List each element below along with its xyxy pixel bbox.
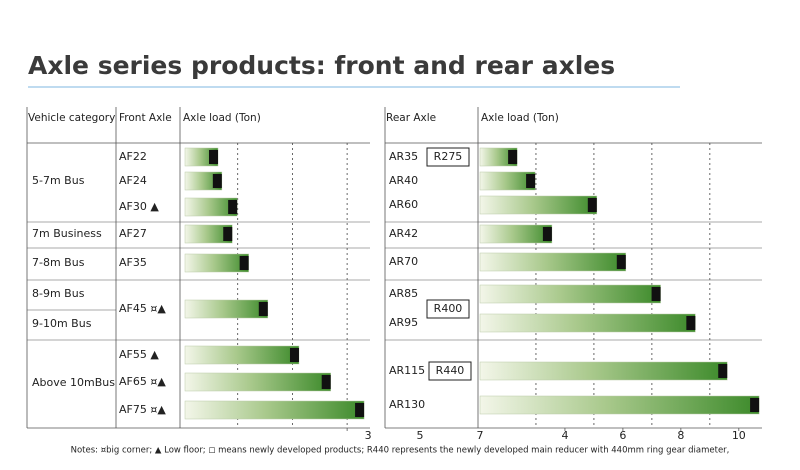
reducer-box: [428, 361, 472, 381]
axle-label: AR35: [389, 150, 418, 163]
axle-label: AR85: [389, 287, 418, 300]
axle-label: AF22: [119, 150, 147, 163]
axle-label: AF65 ¤▲: [119, 375, 166, 388]
load-bar: [479, 395, 760, 415]
reducer-box: [426, 147, 470, 167]
reducer-label: R275: [434, 150, 463, 163]
load-bar: [479, 313, 696, 333]
column-header: Axle load (Ton): [183, 112, 261, 124]
load-bar: [184, 372, 331, 392]
bar-cap: [542, 227, 552, 241]
vehicle-category: 8-9m Bus: [32, 287, 85, 300]
axle-label: AF45 ¤▲: [119, 302, 166, 315]
axle-label: AR115: [389, 364, 425, 377]
reducer-label: R440: [436, 364, 465, 377]
bar-cap: [212, 174, 222, 188]
load-bar: [479, 284, 661, 304]
stray-label: 7: [477, 429, 484, 442]
load-bar: [184, 253, 249, 273]
bar-cap: [321, 375, 331, 389]
load-bar: [479, 361, 728, 381]
tables: Vehicle category Front Axle Axle load (Ton…: [26, 107, 762, 442]
bar-cap: [616, 255, 626, 269]
x-tick-label: 4: [561, 429, 568, 442]
bar-cap: [239, 256, 249, 270]
axle-label: AR130: [389, 398, 425, 411]
axle-label: AR40: [389, 174, 418, 187]
bar-cap: [508, 150, 518, 164]
vehicle-category: 9-10m Bus: [32, 317, 92, 330]
axle-label: AR70: [389, 255, 418, 268]
axle-label: AR42: [389, 227, 418, 240]
bar-cap: [750, 398, 760, 412]
column-header: Axle load (Ton): [481, 112, 559, 124]
load-bar: [184, 345, 300, 365]
column-header: Front Axle: [119, 112, 172, 124]
x-tick-label: 10: [732, 429, 746, 442]
vehicle-category: 5-7m Bus: [32, 174, 85, 187]
load-bar: [184, 299, 269, 319]
bar-cap: [258, 302, 268, 316]
bar-cap: [651, 287, 661, 301]
axle-label: AF35: [119, 256, 147, 269]
column-header: Rear Axle: [386, 112, 436, 124]
axle-label: AF27: [119, 227, 147, 240]
stray-label: 5: [417, 429, 424, 442]
load-bar: [479, 195, 598, 215]
column-header: Vehicle category: [28, 112, 115, 124]
x-tick-label: 8: [677, 429, 684, 442]
axle-label: AF55 ▲: [119, 348, 159, 361]
axle-label: AF30 ▲: [119, 200, 159, 213]
bar-cap: [718, 364, 728, 378]
bar-cap: [228, 200, 238, 214]
axle-label: AR95: [389, 316, 418, 329]
bar-cap: [289, 348, 299, 362]
notes: Notes: ¤big corner; ▲ Low floor; ◻ means…: [71, 446, 730, 456]
vehicle-category: 7-8m Bus: [32, 256, 85, 269]
bar-cap: [686, 316, 696, 330]
bar-cap: [209, 150, 219, 164]
load-bar: [479, 224, 553, 244]
x-tick-label: 3: [365, 429, 372, 442]
title: Axle series products: front and rear axl…: [28, 51, 615, 80]
bar-cap: [223, 227, 233, 241]
x-tick-label: 6: [619, 429, 626, 442]
bar-cap: [587, 198, 597, 212]
axle-label: AF75 ¤▲: [119, 403, 166, 416]
bar-cap: [355, 403, 365, 417]
load-bar: [184, 400, 365, 420]
load-bar: [479, 252, 627, 272]
axle-label: AF24: [119, 174, 147, 187]
bar-cap: [526, 174, 536, 188]
vehicle-category: 7m Business: [32, 227, 102, 240]
vehicle-category: Above 10mBus: [32, 376, 115, 389]
axle-label: AR60: [389, 198, 418, 211]
reducer-box: [426, 299, 470, 319]
reducer-label: R400: [434, 302, 463, 315]
